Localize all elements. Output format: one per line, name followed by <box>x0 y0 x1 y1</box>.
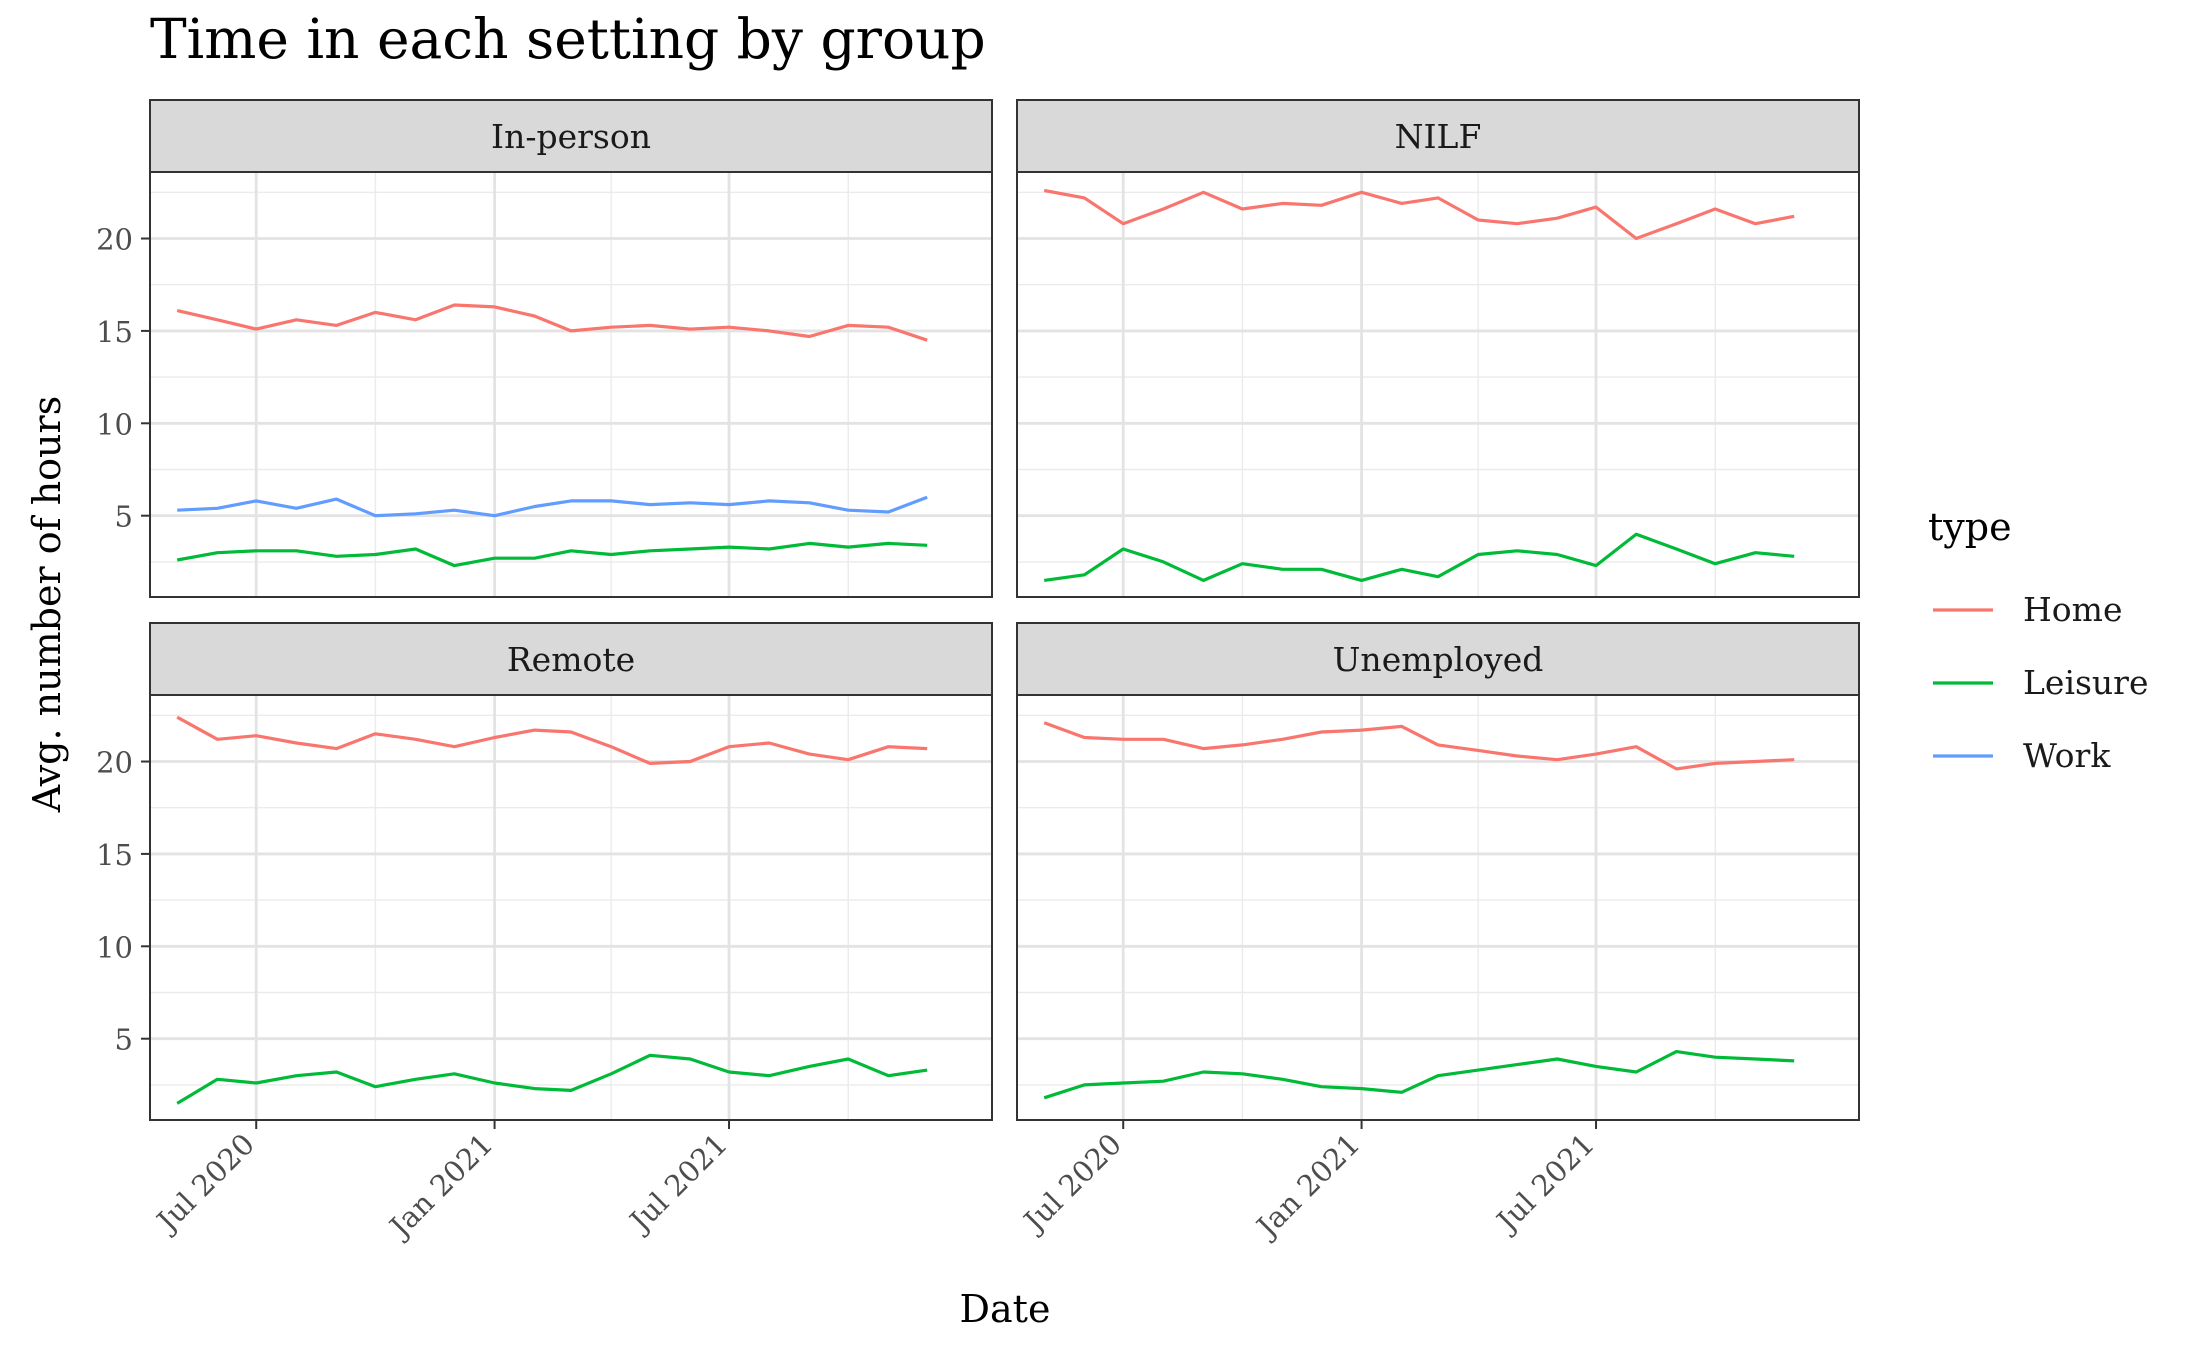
series-line-leisure <box>1043 532 1795 583</box>
panel-background <box>1017 172 1859 597</box>
legend-label-leisure: Leisure <box>2023 663 2149 702</box>
x-axis-title: Date <box>960 1287 1051 1331</box>
strip-label: Remote <box>507 640 635 679</box>
y-tick-label: 15 <box>96 315 133 349</box>
series-line-leisure <box>176 1053 928 1105</box>
y-tick-label: 20 <box>96 746 133 780</box>
y-tick-label: 20 <box>96 223 133 257</box>
legend-title: type <box>1928 505 2012 549</box>
strip-background <box>149 99 993 173</box>
series-line-home <box>1043 188 1795 241</box>
legend-label-work: Work <box>2023 736 2111 775</box>
panel-background <box>150 172 992 597</box>
panel-nilf: NILF <box>1016 99 1860 598</box>
panel-background <box>1017 695 1859 1120</box>
panel-in-person: In-person 5 10 15 20 <box>96 99 993 598</box>
strip-label: In-person <box>491 117 651 156</box>
strip-background <box>1016 622 1860 696</box>
strip-label: NILF <box>1395 117 1482 156</box>
series-line-work <box>177 495 928 518</box>
y-tick-label: 10 <box>96 407 133 441</box>
y-axis-title: Avg. number of hours <box>25 396 69 813</box>
y-tick-label: 5 <box>115 1023 133 1057</box>
series-line-leisure <box>176 541 928 568</box>
y-tick-label: 15 <box>96 838 133 872</box>
legend-label-home: Home <box>2023 590 2122 629</box>
chart-title: Time in each setting by group <box>150 7 986 71</box>
series-line-home <box>176 715 928 766</box>
series-line-leisure <box>1043 1049 1795 1100</box>
y-tick-label: 10 <box>96 930 133 964</box>
strip-background <box>149 622 993 696</box>
series-line-home <box>176 303 928 342</box>
panel-background <box>150 695 992 1120</box>
strip-background <box>1016 99 1860 173</box>
legend: type Home Leisure Work <box>1928 505 2149 775</box>
strip-label: Unemployed <box>1333 640 1544 679</box>
y-tick-label: 5 <box>115 500 133 534</box>
series-line-home <box>1043 721 1795 771</box>
